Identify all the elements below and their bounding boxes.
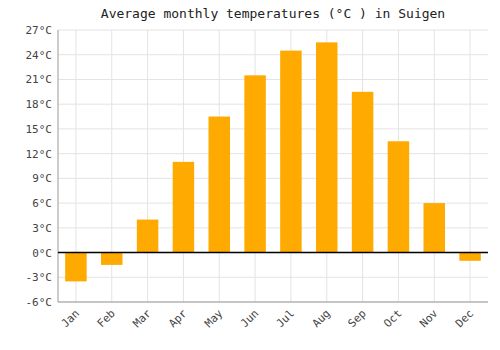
grid-line	[58, 302, 488, 303]
grid-line	[58, 252, 488, 253]
x-tick-label: Jun	[238, 307, 261, 330]
y-tick-label: 27°C	[26, 24, 53, 37]
grid-line	[58, 128, 488, 129]
y-tick-label: 21°C	[26, 73, 53, 86]
bar	[388, 141, 410, 252]
bar	[244, 75, 265, 252]
x-tick-label: Nov	[417, 307, 441, 331]
y-tick-label: 6°C	[32, 197, 52, 210]
bar	[424, 203, 446, 252]
grid-line	[58, 153, 488, 154]
grid-line	[58, 54, 488, 55]
bar	[352, 92, 374, 253]
bar	[209, 117, 231, 253]
bar	[459, 253, 481, 261]
x-tick-label: Oct	[381, 307, 404, 330]
grid	[58, 30, 488, 302]
bar	[101, 253, 123, 265]
bar	[137, 220, 159, 253]
x-tick-label: Mar	[130, 307, 154, 331]
bar	[65, 253, 87, 282]
x-tick-label: Dec	[453, 307, 476, 330]
x-tick-label: Jul	[274, 307, 297, 330]
x-tick-label: Apr	[166, 307, 190, 331]
bar	[316, 42, 338, 252]
y-tick-label: 3°C	[32, 222, 52, 235]
x-tick-label: Feb	[95, 307, 118, 330]
grid-line	[58, 79, 488, 80]
chart: Average monthly temperatures (°C ) in Su…	[0, 0, 500, 350]
grid-line	[58, 277, 488, 278]
bars	[65, 42, 481, 281]
grid-line	[434, 30, 435, 302]
bar	[280, 51, 302, 253]
grid-line	[58, 30, 488, 31]
x-tick-label: Aug	[310, 307, 333, 330]
y-tick-label: 0°C	[32, 247, 52, 260]
zero-line	[58, 252, 488, 254]
y-tick-label: 9°C	[32, 172, 52, 185]
y-tick-label: 18°C	[26, 98, 53, 111]
grid-line	[58, 104, 488, 105]
y-axis-line	[58, 30, 59, 302]
grid-line	[147, 30, 148, 302]
y-tick-label: -6°C	[26, 296, 53, 309]
y-tick-label: 12°C	[26, 148, 53, 161]
y-tick-label: 24°C	[26, 49, 53, 62]
title: Average monthly temperatures (°C ) in Su…	[101, 6, 445, 21]
x-axis-line	[58, 302, 488, 303]
grid-line	[470, 30, 471, 302]
x-tick-label: May	[202, 307, 226, 331]
x-tick-label: Jan	[59, 307, 82, 330]
y-tick-label: -3°C	[26, 271, 53, 284]
y-tick-label: 15°C	[26, 123, 53, 136]
x-tick-label: Sep	[345, 307, 368, 330]
grid-line	[58, 178, 488, 179]
bar	[173, 162, 195, 253]
